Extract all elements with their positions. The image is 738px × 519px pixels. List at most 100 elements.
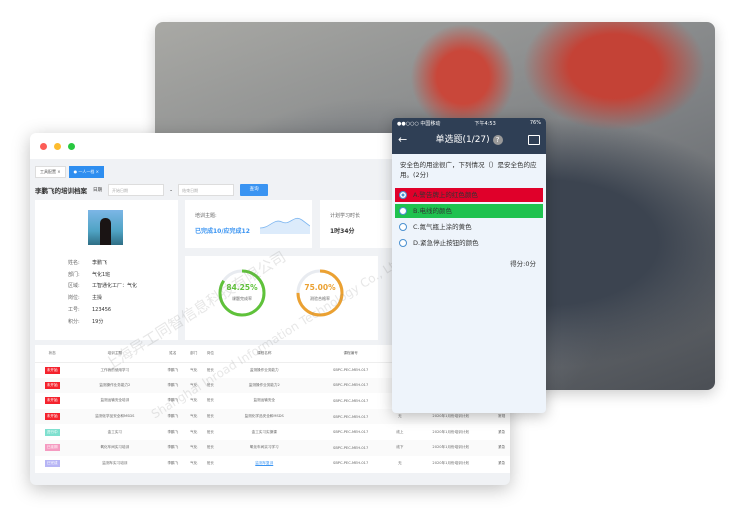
answer-card-icon[interactable] [528,135,540,145]
table-cell: 监测车复训 [255,460,274,465]
rate-ring: 75.00% 测验合格率 [295,268,345,318]
table-cell: 工作我的使用学习 [100,367,130,372]
status-badge: 已延期 [44,444,60,452]
minimize-dot[interactable] [54,143,61,150]
back-arrow-icon[interactable]: ← [398,133,408,146]
tab-archive[interactable]: ● 一人一档 × [68,166,105,178]
answer-option[interactable]: D.紧急停止按钮的颜色 [395,236,543,250]
tab-tool-config[interactable]: 工具配置 × [35,166,66,178]
table-cell: SBPC-PEC-MEH-017 [333,398,369,403]
table-cell: 2020年1月份培训计划 [432,460,470,465]
column-header[interactable]: 培训主题 [69,345,161,363]
status-badge: 已完成 [44,459,60,467]
table-cell: 李鹏飞 [167,429,179,434]
option-label: D.紧急停止按钮的颜色 [413,239,479,247]
page-header: 李鹏飞的培训档案 日期 开始日期 - 结束日期 查询 [35,184,269,196]
end-date-input[interactable]: 结束日期 [178,184,235,196]
radio-icon[interactable] [399,223,407,231]
column-header[interactable]: 岗位 [202,345,219,363]
table-row[interactable]: 未开始 监测运输安全培训 李鹏飞 气化 班长 监测运输安全 SBPC-PEC-MEH-017 [35,393,510,409]
carrier: ●●○○○ 中国移动 [397,121,441,127]
table-row[interactable]: 已完成 监测车实习培训 李鹏飞 气化 班长 监测车复训 SBPC-PEC-MEH-017 无 2… [35,456,510,472]
table-cell: 班长 [202,439,219,456]
question-title: 单选题(1/27) [435,135,490,145]
table-cell: 气化 [185,377,203,394]
time: 下午4:53 [474,121,496,127]
close-dot[interactable] [40,143,47,150]
table-row[interactable]: 已延期 氧化车间实习培训 李鹏飞 气化 班长 氧化车间实习学习 SBPC-PEC-MEH-0… [35,439,510,456]
field-value: 19分 [92,318,104,325]
table-cell: 金工实习实操课 [251,429,277,434]
column-header[interactable]: 课程名称 [218,345,310,363]
nav-bar: ← 单选题(1/27) ? [392,128,546,154]
column-header[interactable]: 状态 [35,345,70,363]
hours-label: 计划学习时长 [330,213,361,219]
column-header[interactable]: 部门 [185,345,203,363]
table-row[interactable]: 未开始 工作我的使用学习 李鹏飞 气化 班长 监测操作业务能力 SBPC-PEC-MEH-0… [35,362,510,378]
column-header[interactable]: 课程编号 [309,345,392,363]
profile-field: 部门: 气化1班 [68,270,137,282]
field-key: 区域: [68,283,80,290]
option-label: B.电线的颜色 [413,207,453,215]
radio-icon[interactable] [399,207,407,215]
table-cell: 紧急 [498,460,506,465]
field-value: 123456 [92,306,112,313]
option-label: C.氮气瓶上涂的黄色 [413,223,472,231]
table-cell: 班长 [202,377,219,394]
topic-value: 已完成10/应完成12 [195,228,250,235]
profile-field: 工号: 123456 [68,305,137,317]
ring-label: 测验合格率 [310,296,330,301]
profile-field: 区域: 工智通化工厂：气化 [68,281,137,293]
status-badge: 未开始 [44,397,60,405]
field-key: 姓名: [68,260,80,266]
answer-option[interactable]: C.氮气瓶上涂的黄色 [395,220,543,234]
query-button[interactable]: 查询 [240,184,269,196]
table-cell: 班长 [202,408,219,425]
table-cell: 气化 [185,408,203,425]
table-cell: 2020年1月份培训计划 [408,439,494,456]
table-cell: 李鹏飞 [160,439,186,456]
table-cell: 监测车实习培训 [102,460,128,465]
ring-value: 75.00% [304,283,336,292]
column-header[interactable]: 姓名 [160,345,186,363]
ring-arc [218,269,266,317]
status-badge: 未开始 [44,381,60,389]
table-row[interactable]: 进行中 金工实习 李鹏飞 气化 班长 金工实习实操课 SBPC-PEC-MEH-017 线上 2… [35,424,510,440]
table-cell: 监测化学品安全和MSDS [218,408,310,425]
field-value: 气化1班 [92,271,111,278]
tab-label: 一人一档 [78,169,95,174]
table-cell: 气化 [190,429,198,434]
table-cell: 紧急 [493,439,510,456]
sparkline [260,217,310,234]
answer-option[interactable]: B.电线的颜色 [395,204,543,218]
table-cell: 线上 [396,429,404,434]
ring-label: 课题完成率 [232,296,252,301]
maximize-dot[interactable] [68,143,75,150]
table-cell: 李鹏飞 [167,398,179,403]
table-cell: SBPC-PEC-MEH-017 [309,408,392,425]
table-cell: SBPC-PEC-MEH-017 [333,430,369,435]
start-date-input[interactable]: 开始日期 [108,184,164,196]
radio-icon[interactable] [399,191,407,199]
answer-option[interactable]: A.警告牌上的红色颜色 [395,188,543,202]
status-badge: 未开始 [44,366,60,374]
profile-field: 姓名: 李鹏飞 [68,258,137,270]
table-cell: 氧化车间实习培训 [69,439,161,456]
radio-icon[interactable] [399,239,407,247]
table-cell: 监测操作业务能力2 [69,377,161,394]
table-cell: SBPC-PEC-MEH-017 [333,461,369,466]
table-cell: 监测运输安全培训 [100,398,130,403]
rate-card: 84.25% 课题完成率 75.00% 测验合格率 [185,256,378,340]
avatar [88,210,123,245]
ring-value: 84.25% [226,283,258,292]
profile-card: 姓名: 李鹏飞 部门: 气化1班 区域: 工智通化工厂：气化 岗位: 主操 工号: 123456 积… [35,200,178,340]
date-separator: - [170,186,173,194]
table-cell: 气化 [190,460,198,465]
help-icon[interactable]: ? [492,135,503,145]
table-cell: 氧化车间实习学习 [218,439,310,456]
table-cell: 李鹏飞 [160,377,186,394]
table-cell: SBPC-PEC-MEH-017 [309,439,392,456]
table-cell: 监测化学品安全和MSDS [69,408,161,425]
table-cell: 李鹏飞 [167,367,179,372]
tab-label: 工具配置 [40,169,56,174]
